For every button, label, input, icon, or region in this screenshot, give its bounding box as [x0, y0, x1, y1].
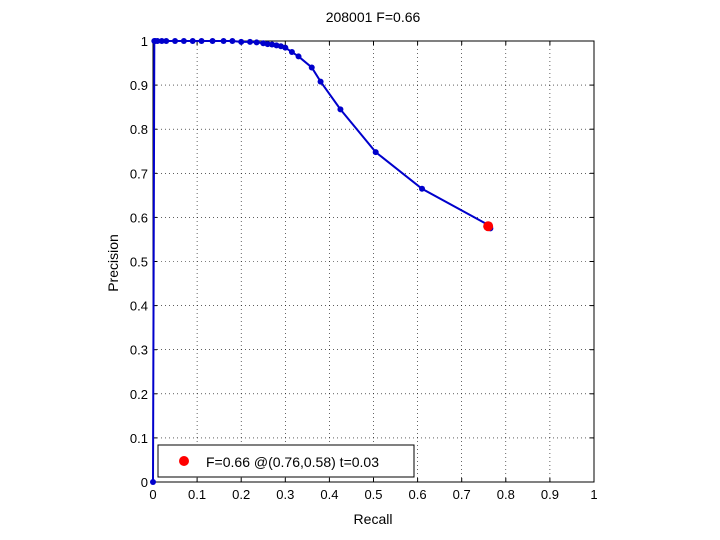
legend-box	[157, 444, 415, 478]
legend-marker	[179, 456, 189, 466]
x-axis-label: Recall	[354, 511, 393, 527]
x-tick-label: 0.1	[188, 487, 206, 502]
pr-curve-point	[198, 38, 205, 44]
pr-curve-point	[253, 39, 260, 46]
x-tick-label: 0.5	[364, 487, 382, 502]
y-tick-label: 0.8	[130, 122, 148, 137]
y-axis-label: Precision	[105, 234, 121, 292]
pr-curve-point	[163, 38, 170, 44]
y-tick-label: 0.4	[130, 299, 148, 314]
pr-curve-point	[295, 53, 302, 60]
y-tick-label: 1	[141, 34, 148, 49]
pr-curve-point	[337, 106, 344, 113]
pr-curve-point	[220, 38, 227, 44]
pr-curve-point	[264, 41, 271, 48]
y-tick-label: 0.9	[130, 78, 148, 93]
grid-lines	[153, 41, 594, 482]
x-tick-label: 0.4	[320, 487, 338, 502]
x-tick-label: 1	[590, 487, 597, 502]
y-tick-label: 0.3	[130, 343, 148, 358]
pr-curve-point	[154, 38, 161, 44]
y-tick-label: 0.6	[130, 210, 148, 225]
pr-curve-point	[209, 38, 216, 44]
pr-curve-point	[282, 44, 289, 51]
legend-entry: F=0.66 @(0.76,0.58) t=0.03	[206, 454, 379, 470]
pr-curve-point	[317, 78, 324, 85]
x-tick-label: 0	[149, 487, 156, 502]
x-tick-label: 0.8	[497, 487, 515, 502]
chart-title: 208001 F=0.66	[326, 9, 421, 25]
y-tick-label: 0	[141, 475, 148, 490]
series-marks	[150, 38, 494, 485]
pr-curve-point	[247, 38, 254, 45]
x-tick-label: 0.7	[453, 487, 471, 502]
pr-curve-point	[189, 38, 196, 44]
y-tick-label: 0.5	[130, 255, 148, 270]
legend: F=0.66 @(0.76,0.58) t=0.03	[157, 444, 415, 478]
pr-curve-point	[372, 149, 379, 156]
pr-curve-point	[288, 49, 295, 56]
pr-curve-point	[150, 479, 156, 485]
pr-curve-point	[172, 38, 179, 44]
x-tick-label: 0.2	[232, 487, 250, 502]
y-tick-label: 0.7	[130, 166, 148, 181]
pr-curve-point	[229, 38, 236, 44]
pr-curve-point	[180, 38, 187, 44]
best-f-point	[483, 221, 494, 232]
pr-curve-point	[238, 38, 245, 45]
pr-curve-point	[419, 185, 426, 192]
x-tick-label: 0.9	[541, 487, 559, 502]
pr-curve-point	[308, 64, 315, 71]
x-tick-label: 0.3	[276, 487, 294, 502]
y-tick-label: 0.1	[130, 431, 148, 446]
y-tick-label: 0.2	[130, 387, 148, 402]
pr-curve-point	[158, 38, 165, 44]
x-tick-label: 0.6	[409, 487, 427, 502]
tick-labels: 0 0.1 0.2 0.3 0.4 0.5 0.6 0.7 0.8 0.9 1 0 0.1 0.2 0.3 0…	[130, 34, 598, 502]
